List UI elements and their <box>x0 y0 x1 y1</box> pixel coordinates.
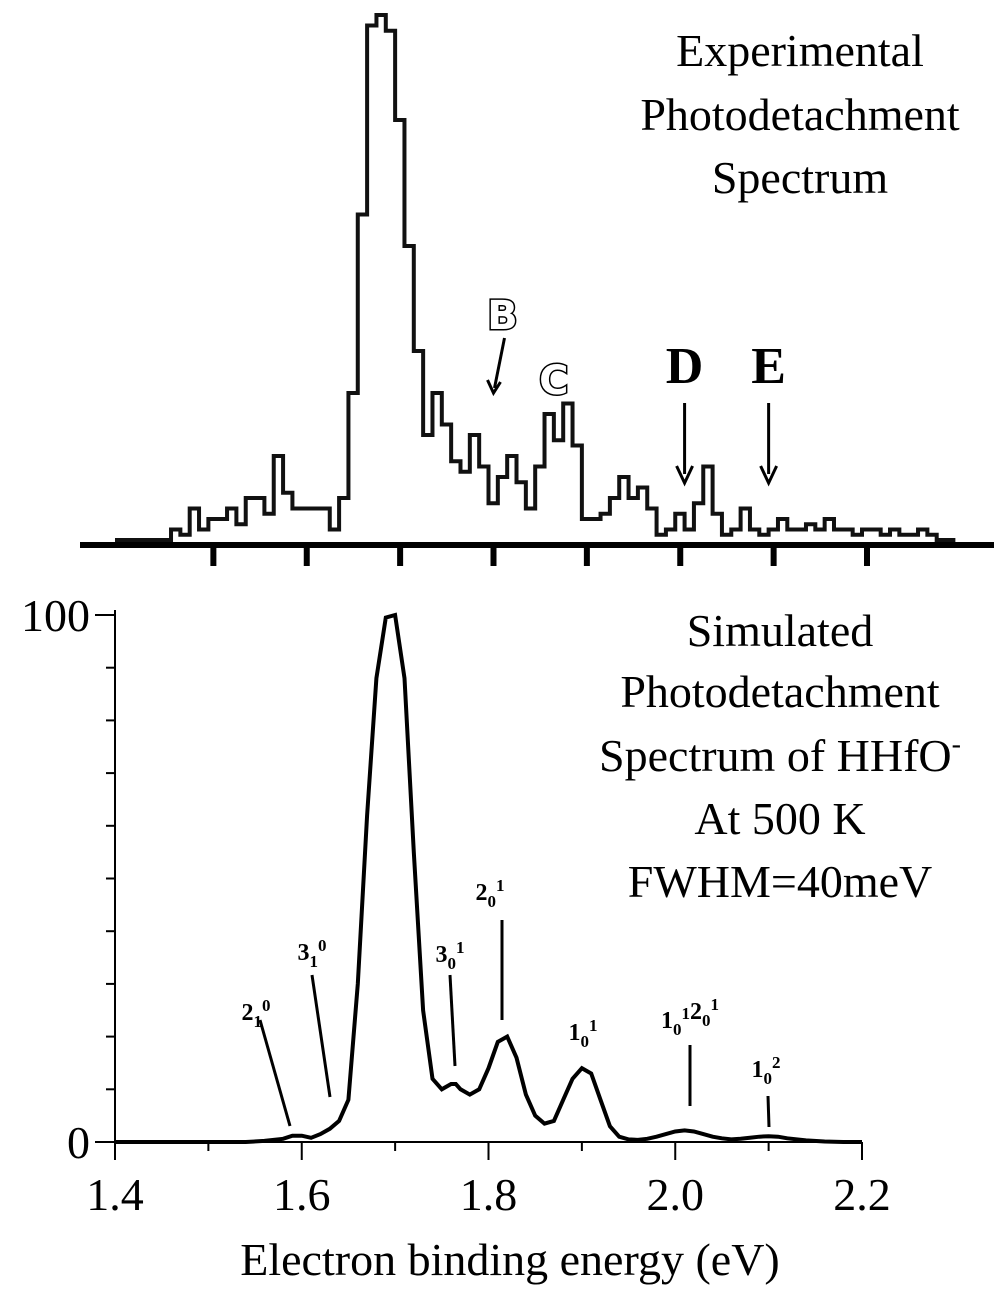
simulated-spectrum-line <box>115 612 862 1144</box>
annotation-e: E <box>751 338 786 395</box>
x-tick-label-1.6: 1.6 <box>273 1169 331 1220</box>
y-tick-label-100: 100 <box>21 590 90 641</box>
top-title-line-2: Photodetachment <box>640 89 960 140</box>
bottom-title-line-3-text: Spectrum of HHfO <box>599 730 952 781</box>
x-tick-label-2.0: 2.0 <box>647 1169 705 1220</box>
x-tick-label-1.4: 1.4 <box>86 1169 144 1220</box>
peak-leader-2 <box>448 974 457 1067</box>
peak-label-1: 310 <box>298 936 327 971</box>
annotation-b: B <box>487 293 518 339</box>
peak-label-6: 102 <box>752 1053 781 1088</box>
anion-superscript: - <box>952 729 961 760</box>
bottom-title-line-4: At 500 K <box>694 793 865 844</box>
bottom-title-line-2: Photodetachment <box>620 666 940 717</box>
top-title-line-1: Experimental <box>676 25 924 76</box>
x-axis-label: Electron binding energy (eV) <box>240 1234 779 1285</box>
arrowhead-b <box>486 379 502 397</box>
bottom-title-line-5: FWHM=40meV <box>628 856 932 907</box>
simulated-panel: 100 0 1.4 1.6 1.8 2.0 2.2 Electron binding e… <box>21 590 961 1285</box>
peak-leader-0 <box>258 1019 292 1127</box>
annotation-c: C <box>539 358 568 404</box>
bottom-title-line-3: Spectrum of HHfO- <box>599 729 961 781</box>
y-tick-label-0: 0 <box>67 1117 90 1168</box>
peak-label-2: 301 <box>436 938 465 973</box>
arrow-b <box>493 337 506 389</box>
annotation-d: D <box>666 338 704 395</box>
peak-label-5: 101201 <box>661 995 719 1039</box>
peak-leader-6 <box>766 1095 771 1128</box>
experimental-panel: BC D E Experimental Photodetachment Spectr… <box>80 13 994 566</box>
top-title-line-3: Spectrum <box>712 152 889 203</box>
peak-label-3: 201 <box>476 876 505 911</box>
peak-label-4: 101 <box>569 1016 598 1051</box>
experimental-spectrum-line <box>115 13 956 542</box>
x-tick-label-2.2: 2.2 <box>833 1169 891 1220</box>
bottom-title-line-1: Simulated <box>687 605 874 656</box>
peak-label-0: 210 <box>242 996 271 1031</box>
arrowhead-e <box>759 465 778 487</box>
peak-leader-1 <box>310 974 332 1098</box>
arrowhead-d <box>675 465 694 487</box>
x-tick-label-1.8: 1.8 <box>460 1169 518 1220</box>
